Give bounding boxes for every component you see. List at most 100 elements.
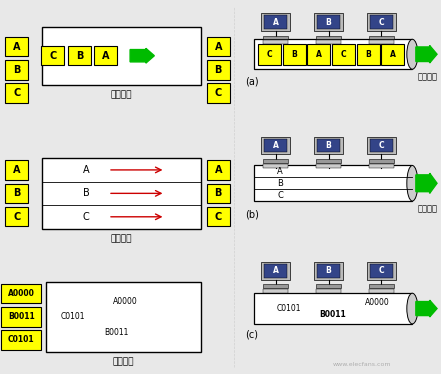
Text: C: C xyxy=(215,88,222,98)
Bar xyxy=(381,44,404,64)
Bar xyxy=(264,164,288,168)
Bar xyxy=(207,184,230,203)
Text: A0000: A0000 xyxy=(113,297,138,306)
Bar xyxy=(5,60,28,80)
Text: B: B xyxy=(291,50,297,59)
Text: A: A xyxy=(13,165,21,175)
Bar xyxy=(1,307,41,327)
FancyArrow shape xyxy=(416,46,437,63)
Text: C: C xyxy=(379,266,384,275)
Text: 傳送方向: 傳送方向 xyxy=(417,72,437,81)
Bar xyxy=(5,160,28,180)
Bar xyxy=(370,159,393,163)
Text: A0000: A0000 xyxy=(365,298,389,307)
Bar xyxy=(314,137,343,154)
Ellipse shape xyxy=(407,293,418,324)
Text: C: C xyxy=(13,212,20,221)
Text: 資料通道: 資料通道 xyxy=(113,358,134,367)
Text: C0101: C0101 xyxy=(277,304,301,313)
Bar xyxy=(264,289,288,293)
Bar xyxy=(68,46,91,65)
Text: C: C xyxy=(82,212,90,222)
Bar xyxy=(42,27,201,85)
Ellipse shape xyxy=(407,165,418,201)
Text: B: B xyxy=(13,65,20,75)
Bar xyxy=(370,284,393,288)
Text: C0101: C0101 xyxy=(60,312,85,321)
Text: C: C xyxy=(267,50,272,59)
Bar xyxy=(314,262,343,280)
FancyArrow shape xyxy=(130,48,154,63)
Bar xyxy=(261,262,290,280)
Bar xyxy=(254,165,412,201)
Text: A: A xyxy=(82,165,90,175)
Text: C: C xyxy=(215,212,222,221)
Bar xyxy=(5,184,28,203)
Text: A: A xyxy=(214,165,222,175)
Bar xyxy=(264,139,287,152)
Text: B0011: B0011 xyxy=(8,312,34,321)
Text: C: C xyxy=(379,141,384,150)
Bar xyxy=(94,46,117,65)
Text: C: C xyxy=(49,51,56,61)
Bar xyxy=(370,264,393,278)
Bar xyxy=(264,159,288,163)
Text: B0011: B0011 xyxy=(105,328,129,337)
Text: B: B xyxy=(82,188,90,198)
Bar xyxy=(1,330,41,350)
Bar xyxy=(370,15,393,29)
Text: B: B xyxy=(325,141,332,150)
Bar xyxy=(370,36,393,39)
Text: A: A xyxy=(13,42,21,52)
Text: A: A xyxy=(273,18,279,27)
Bar xyxy=(5,83,28,103)
Bar xyxy=(316,159,340,163)
Text: 資料通道: 資料通道 xyxy=(111,234,132,243)
Text: (a): (a) xyxy=(245,77,258,87)
Text: B: B xyxy=(76,51,83,61)
Bar xyxy=(317,264,340,278)
Bar xyxy=(207,207,230,226)
Text: A: A xyxy=(277,167,283,176)
Text: B: B xyxy=(365,50,371,59)
Bar xyxy=(46,282,201,352)
Bar xyxy=(367,262,396,280)
Bar xyxy=(264,40,288,44)
Bar xyxy=(254,293,412,324)
Bar xyxy=(5,207,28,226)
Text: A: A xyxy=(273,266,279,275)
Text: C0101: C0101 xyxy=(8,335,34,344)
Text: (b): (b) xyxy=(245,209,258,219)
Text: www.elecfans.com: www.elecfans.com xyxy=(333,362,391,367)
Bar xyxy=(264,264,287,278)
Bar xyxy=(258,44,281,64)
Text: B: B xyxy=(215,188,222,198)
Text: C: C xyxy=(379,18,384,27)
Bar xyxy=(316,40,340,44)
Bar xyxy=(207,160,230,180)
Bar xyxy=(261,13,290,31)
Text: B: B xyxy=(325,266,332,275)
Bar xyxy=(307,44,330,64)
Bar xyxy=(261,137,290,154)
Text: 傳送方向: 傳送方向 xyxy=(417,204,437,213)
Bar xyxy=(370,139,393,152)
Text: C: C xyxy=(277,191,283,200)
Text: A: A xyxy=(316,50,322,59)
Bar xyxy=(370,40,393,44)
Text: C: C xyxy=(341,50,346,59)
Text: B: B xyxy=(215,65,222,75)
Bar xyxy=(316,284,340,288)
Text: A: A xyxy=(102,51,110,61)
Bar xyxy=(5,37,28,56)
Bar xyxy=(207,60,230,80)
Bar xyxy=(283,44,306,64)
Bar xyxy=(207,83,230,103)
Bar xyxy=(357,44,380,64)
Text: C: C xyxy=(13,88,20,98)
Text: B: B xyxy=(325,18,332,27)
Bar xyxy=(316,164,340,168)
Text: B: B xyxy=(13,188,20,198)
Text: (c): (c) xyxy=(245,329,258,340)
Bar xyxy=(316,289,340,293)
